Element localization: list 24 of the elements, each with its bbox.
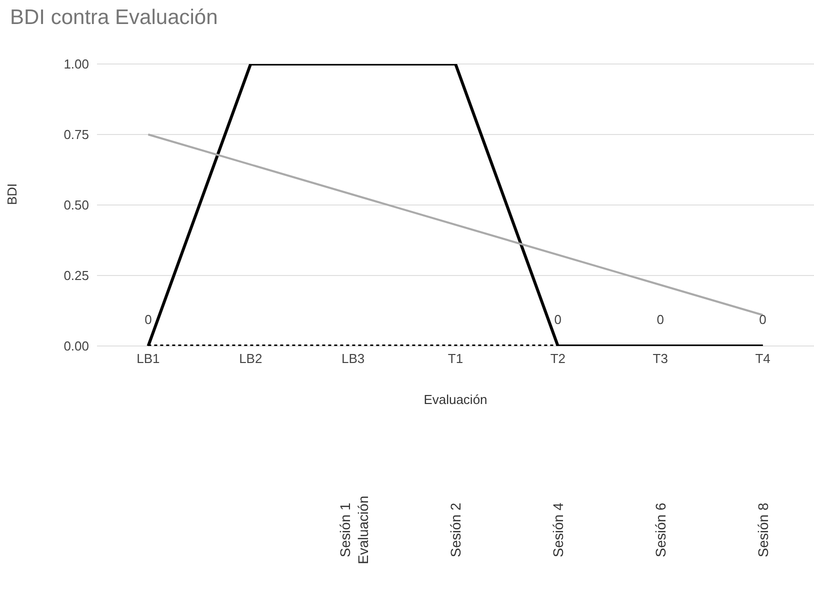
- text: Sesión 4: [550, 502, 566, 558]
- y-tick-label: 0.00: [64, 338, 89, 354]
- text: Sesión 1 Evaluación: [337, 496, 372, 564]
- chart-title: BDI contra Evaluación: [10, 6, 218, 30]
- x-tick-label: T4: [755, 351, 770, 366]
- data-label: 0: [759, 312, 766, 327]
- x-axis-title: Evaluación: [424, 392, 488, 407]
- x-tick-label: LB1: [136, 351, 160, 366]
- y-tick-label: 1.00: [64, 56, 89, 72]
- y-axis-title: BDI: [4, 183, 20, 205]
- data-label: 0: [656, 312, 664, 327]
- x-tick-label: T1: [448, 351, 464, 366]
- y-tick-label: 0.75: [64, 127, 89, 142]
- text: Sesión 2: [448, 502, 464, 558]
- x-tick-label: LB3: [342, 351, 365, 366]
- text: Sesión 6: [652, 502, 668, 558]
- y-tick-label: 0.50: [64, 198, 89, 213]
- text: Sesión 8: [754, 502, 771, 558]
- x-tick-label: T3: [652, 351, 668, 366]
- y-tick-label: 0.25: [64, 268, 89, 284]
- data-label: 0: [144, 312, 152, 327]
- x-tick-label: LB2: [239, 351, 262, 366]
- x-tick-label: T2: [550, 351, 566, 366]
- data-label: 0: [554, 312, 562, 327]
